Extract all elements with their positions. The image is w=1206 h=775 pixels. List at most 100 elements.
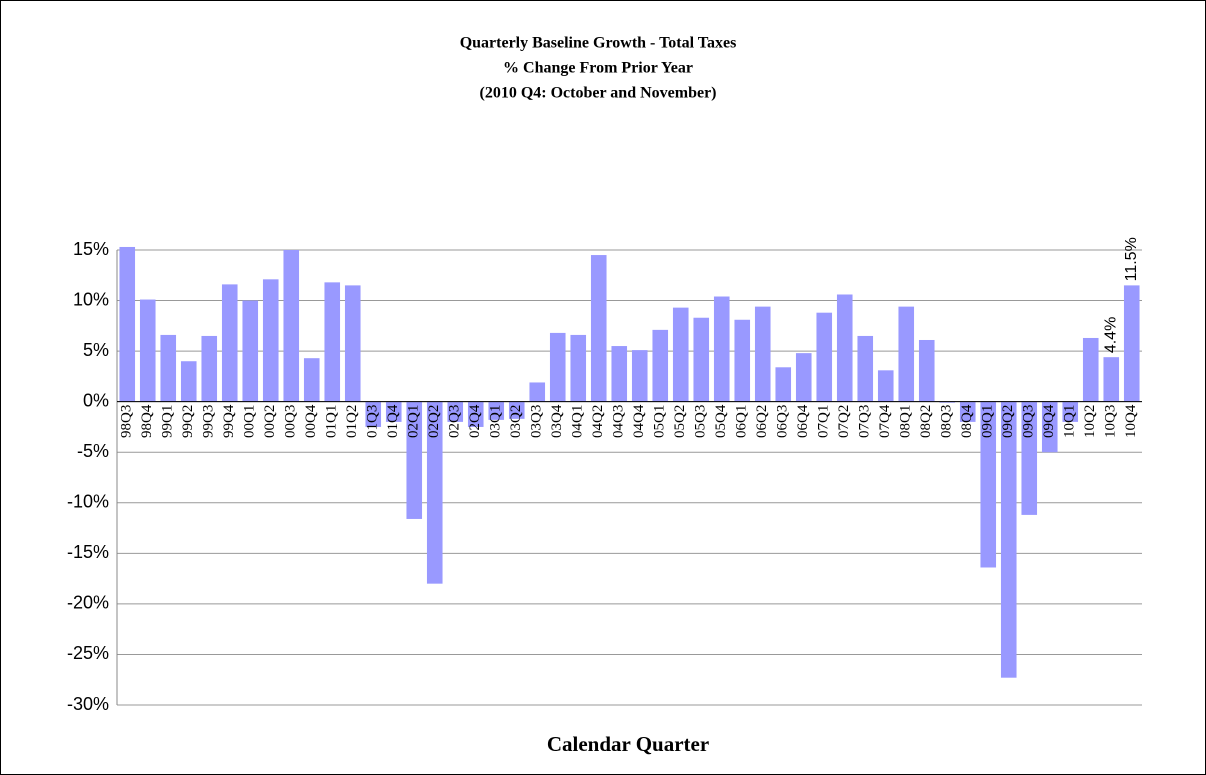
y-tick-label: -5% bbox=[77, 441, 109, 461]
x-tick-label: 00Q4 bbox=[303, 404, 319, 438]
bar bbox=[324, 282, 341, 402]
x-tick-label: 07Q3 bbox=[857, 405, 873, 438]
bar bbox=[1000, 401, 1017, 678]
bar bbox=[795, 353, 812, 402]
bar bbox=[447, 401, 464, 422]
x-tick-label: 03Q1 bbox=[488, 405, 504, 438]
bar bbox=[836, 294, 853, 402]
x-tick-label: 99Q1 bbox=[160, 405, 176, 438]
x-tick-label: 05Q2 bbox=[672, 405, 688, 438]
bar bbox=[775, 367, 792, 402]
x-tick-label: 09Q3 bbox=[1021, 405, 1037, 438]
bar bbox=[918, 339, 935, 402]
x-tick-label: 01Q2 bbox=[344, 405, 360, 438]
x-tick-label: 02Q4 bbox=[467, 404, 483, 438]
x-tick-label: 03Q3 bbox=[529, 405, 545, 438]
x-tick-label: 07Q2 bbox=[836, 405, 852, 438]
bar bbox=[652, 329, 669, 402]
x-tick-label: 06Q3 bbox=[775, 405, 791, 438]
x-tick-label: 04Q1 bbox=[570, 405, 586, 438]
x-tick-label: 01Q1 bbox=[324, 405, 340, 438]
bar bbox=[590, 255, 607, 402]
x-tick-label: 01Q4 bbox=[385, 404, 401, 438]
data-label: 11.5% bbox=[1123, 237, 1140, 281]
x-tick-label: 00Q3 bbox=[283, 405, 299, 438]
bar bbox=[631, 350, 648, 402]
y-tick-label: -10% bbox=[67, 492, 109, 512]
x-tick-label: 04Q4 bbox=[631, 404, 647, 438]
bar bbox=[508, 401, 525, 419]
bar bbox=[1082, 337, 1099, 402]
bar bbox=[672, 307, 689, 402]
x-tick-label: 02Q1 bbox=[406, 405, 422, 438]
x-tick-label: 99Q2 bbox=[180, 405, 196, 438]
bar bbox=[734, 319, 751, 402]
bar bbox=[1021, 401, 1038, 515]
x-tick-label: 10Q3 bbox=[1103, 405, 1119, 438]
bar bbox=[816, 312, 833, 402]
x-tick-label: 99Q3 bbox=[201, 405, 217, 438]
x-tick-label: 06Q4 bbox=[795, 404, 811, 438]
x-tick-label: 05Q3 bbox=[693, 405, 709, 438]
x-tick-label: 00Q1 bbox=[242, 405, 258, 438]
bar bbox=[939, 401, 956, 403]
bar bbox=[898, 306, 915, 402]
bar bbox=[201, 335, 218, 402]
x-tick-label: 08Q3 bbox=[939, 405, 955, 438]
bar bbox=[303, 358, 320, 402]
bar bbox=[529, 382, 546, 402]
x-tick-label: 02Q2 bbox=[426, 405, 442, 438]
x-tick-label: 01Q3 bbox=[365, 405, 381, 438]
x-tick-label: 10Q2 bbox=[1082, 405, 1098, 438]
y-tick-label: 5% bbox=[83, 340, 109, 360]
bar bbox=[1041, 401, 1058, 453]
x-tick-label: 06Q2 bbox=[754, 405, 770, 438]
y-tick-label: -20% bbox=[67, 593, 109, 613]
bar bbox=[980, 401, 997, 568]
x-tick-label: 07Q1 bbox=[816, 405, 832, 438]
bar bbox=[139, 299, 156, 402]
x-tick-label: 98Q3 bbox=[119, 405, 135, 438]
x-tick-label: 05Q4 bbox=[713, 404, 729, 438]
bar bbox=[385, 401, 402, 422]
bar bbox=[365, 401, 382, 427]
bar bbox=[467, 401, 484, 427]
x-tick-label: 08Q4 bbox=[959, 404, 975, 438]
y-tick-label: 15% bbox=[73, 239, 109, 259]
chart-title: Quarterly Baseline Growth - Total Taxes bbox=[460, 35, 737, 52]
bar bbox=[611, 346, 628, 402]
x-tick-label: 09Q2 bbox=[1000, 405, 1016, 438]
x-tick-label: 00Q2 bbox=[262, 405, 278, 438]
bar bbox=[549, 332, 566, 402]
bar bbox=[221, 284, 238, 402]
bar bbox=[119, 246, 136, 402]
y-tick-label: 10% bbox=[73, 289, 109, 309]
x-tick-label: 04Q2 bbox=[590, 405, 606, 438]
bar bbox=[426, 401, 443, 584]
bar bbox=[570, 334, 587, 402]
bar bbox=[857, 335, 874, 402]
x-tick-label: 05Q1 bbox=[652, 405, 668, 438]
bar bbox=[1103, 357, 1120, 402]
bar bbox=[488, 401, 505, 420]
x-tick-label: 03Q4 bbox=[549, 404, 565, 438]
y-tick-label: -30% bbox=[67, 694, 109, 714]
x-tick-label: 10Q4 bbox=[1123, 404, 1139, 438]
x-tick-label: 06Q1 bbox=[734, 405, 750, 438]
y-tick-label: -25% bbox=[67, 643, 109, 663]
x-tick-label: 10Q1 bbox=[1062, 405, 1078, 438]
x-tick-label: 98Q4 bbox=[139, 404, 155, 438]
x-tick-label: 08Q1 bbox=[898, 405, 914, 438]
chart-subtitle: % Change From Prior Year bbox=[503, 60, 693, 77]
x-tick-label: 09Q1 bbox=[980, 405, 996, 438]
bar bbox=[959, 401, 976, 422]
x-tick-label: 04Q3 bbox=[611, 405, 627, 438]
bar bbox=[1062, 401, 1079, 422]
x-tick-label: 02Q3 bbox=[447, 405, 463, 438]
bar bbox=[877, 370, 894, 402]
bar bbox=[160, 334, 177, 402]
bar bbox=[180, 361, 197, 402]
x-tick-label: 03Q2 bbox=[508, 405, 524, 438]
bar bbox=[344, 285, 361, 402]
